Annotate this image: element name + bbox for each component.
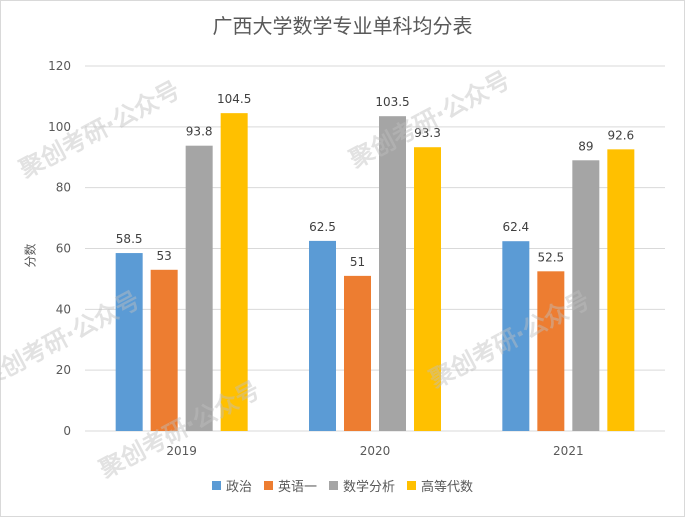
x-tick-label: 2019 — [166, 444, 197, 458]
bar-2020-series-3 — [414, 147, 441, 431]
bar-2019-series-3 — [220, 113, 248, 431]
legend-item-english: 英语一 — [263, 476, 317, 495]
bar-2021-series-0 — [502, 241, 530, 431]
data-label: 52.5 — [537, 250, 564, 264]
legend-item-advanced-algebra: 高等代数 — [407, 476, 473, 495]
y-tick-label: 100 — [48, 120, 71, 134]
y-tick-label: 0 — [63, 424, 71, 438]
data-label: 104.5 — [217, 92, 251, 106]
data-label: 103.5 — [375, 95, 409, 109]
x-tick-label: 2021 — [553, 444, 584, 458]
bar-2021-series-3 — [607, 149, 635, 431]
legend-label: 英语一 — [277, 480, 317, 495]
data-label: 53 — [157, 249, 172, 263]
bar-2020-series-0 — [309, 240, 336, 431]
legend-item-math-analysis: 数学分析 — [329, 476, 395, 495]
y-tick-label: 40 — [56, 302, 71, 316]
chart-title: 广西大学数学专业单科均分表 — [212, 14, 473, 38]
legend-swatch — [211, 481, 221, 490]
y-tick-label: 120 — [48, 59, 71, 73]
bar-2021-series-1 — [537, 271, 565, 431]
y-tick-label: 60 — [56, 242, 71, 256]
y-tick-label: 20 — [56, 363, 71, 377]
legend-label: 政治 — [225, 480, 252, 495]
legend-item-politics: 政治 — [211, 476, 252, 495]
data-label: 62.4 — [502, 220, 529, 234]
legend: 政治 英语一 数学分析 高等代数 — [0, 476, 685, 495]
bar-2020-series-2 — [379, 116, 406, 431]
data-label: 58.5 — [116, 232, 143, 246]
bar-2021-series-2 — [572, 160, 600, 431]
legend-swatch — [407, 481, 417, 490]
bar-2020-series-1 — [344, 275, 371, 431]
legend-label: 高等代数 — [421, 480, 474, 495]
legend-label: 数学分析 — [343, 480, 396, 495]
legend-swatch — [263, 481, 273, 490]
x-tick-label: 2020 — [360, 444, 391, 458]
legend-swatch — [329, 481, 338, 490]
data-label: 93.8 — [186, 125, 213, 139]
y-tick-label: 80 — [56, 181, 71, 195]
bar-2019-series-0 — [115, 253, 143, 431]
data-label: 89 — [578, 139, 593, 153]
data-label: 93.3 — [414, 126, 441, 140]
data-label: 92.6 — [607, 128, 634, 142]
data-label: 62.5 — [309, 220, 336, 234]
bar-2019-series-1 — [150, 269, 178, 431]
data-label: 51 — [350, 255, 365, 269]
bar-2019-series-2 — [185, 145, 213, 432]
